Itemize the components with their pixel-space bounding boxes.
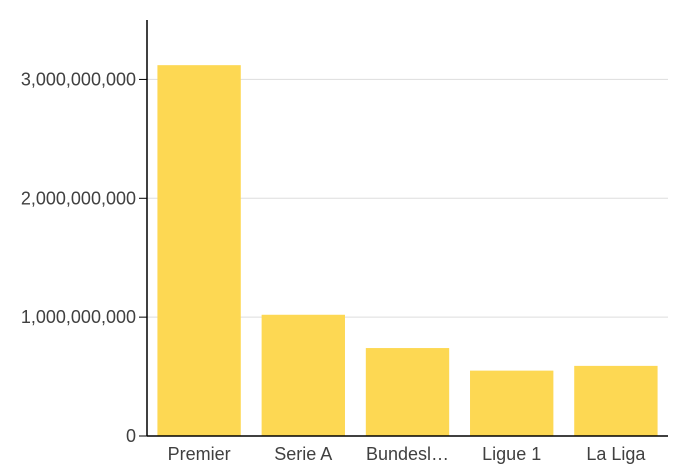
x-tick-label: Ligue 1 [482, 444, 541, 464]
bar[interactable] [365, 348, 450, 436]
x-tick-labels: Premier Serie A Bundesl… Ligue 1 La Liga [168, 444, 647, 464]
y-tick-label: 2,000,000,000 [21, 188, 136, 208]
x-tick-label: Bundesl… [366, 444, 449, 464]
bar[interactable] [574, 365, 658, 436]
y-tick-label: 3,000,000,000 [21, 69, 136, 89]
y-tick-label: 0 [126, 426, 136, 446]
bar[interactable] [261, 314, 345, 436]
x-tick-label: Serie A [274, 444, 332, 464]
x-tick-label: La Liga [586, 444, 646, 464]
bar[interactable] [470, 370, 554, 436]
bars [157, 65, 658, 436]
bar[interactable] [157, 65, 241, 436]
y-tick-labels: 0 1,000,000,000 2,000,000,000 3,000,000,000 [21, 69, 136, 446]
axes [139, 20, 668, 437]
y-tick-label: 1,000,000,000 [21, 307, 136, 327]
x-tick-label: Premier [168, 444, 231, 464]
